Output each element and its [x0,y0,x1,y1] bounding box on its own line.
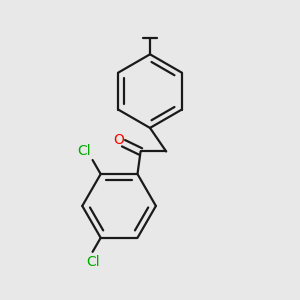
Text: Cl: Cl [77,144,91,158]
Text: O: O [113,133,124,147]
Text: Cl: Cl [86,255,99,269]
